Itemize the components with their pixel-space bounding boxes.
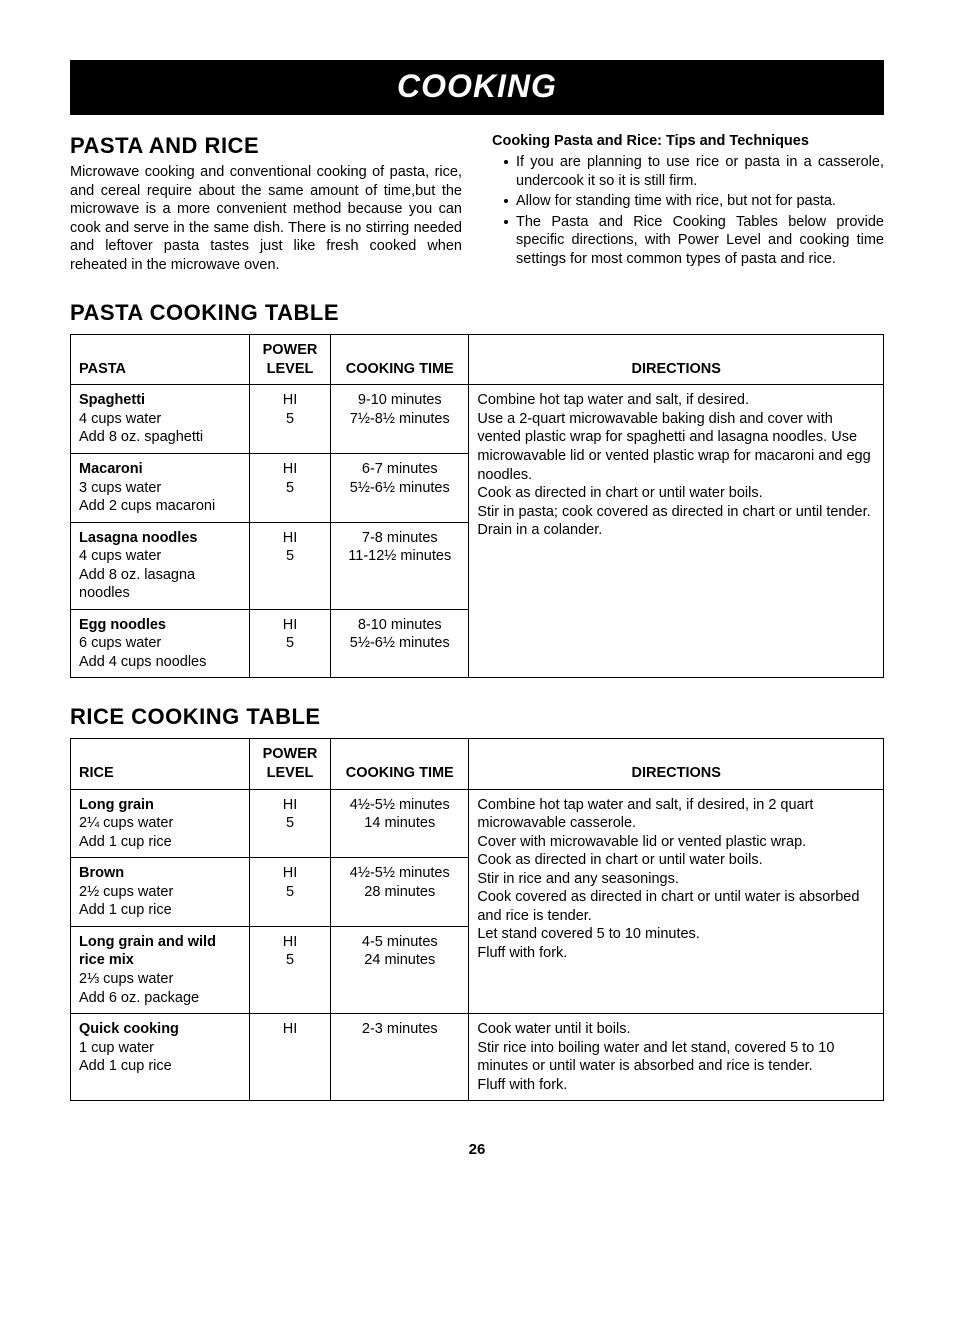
tip-item: Allow for standing time with rice, but n… <box>504 192 884 211</box>
cell-time: 6-7 minutes5½-6½ minutes <box>331 454 469 523</box>
cell-item: Spaghetti 4 cups waterAdd 8 oz. spaghetti <box>71 385 250 454</box>
th-rice: RICE <box>71 739 250 789</box>
cell-power: HI5 <box>249 789 330 858</box>
intro-left-col: PASTA AND RICE Microwave cooking and con… <box>70 133 462 274</box>
th-time: COOKING TIME <box>331 739 469 789</box>
tip-item: The Pasta and Rice Cooking Tables below … <box>504 213 884 269</box>
pasta-table-heading: PASTA COOKING TABLE <box>70 300 884 326</box>
cell-power: HI5 <box>249 385 330 454</box>
item-prep: 2⅓ cups waterAdd 6 oz. package <box>79 971 199 1006</box>
item-name: Quick cooking <box>79 1021 179 1037</box>
th-directions: DIRECTIONS <box>469 335 884 385</box>
item-name: Lasagna noodles <box>79 530 197 546</box>
tip-item: If you are planning to use rice or pasta… <box>504 153 884 190</box>
page-number: 26 <box>70 1141 884 1158</box>
table-row: Spaghetti 4 cups waterAdd 8 oz. spaghetti… <box>71 385 884 454</box>
cell-item: Macaroni 3 cups waterAdd 2 cups macaroni <box>71 454 250 523</box>
item-prep: 2¼ cups waterAdd 1 cup rice <box>79 815 173 850</box>
item-name: Spaghetti <box>79 392 145 408</box>
cell-time: 4½-5½ minutes14 minutes <box>331 789 469 858</box>
item-prep: 4 cups waterAdd 8 oz. spaghetti <box>79 411 203 446</box>
item-name: Long grain <box>79 797 154 813</box>
cell-time: 4½-5½ minutes28 minutes <box>331 858 469 927</box>
table-header-row: RICE POWER LEVEL COOKING TIME DIRECTIONS <box>71 739 884 789</box>
table-header-row: PASTA POWER LEVEL COOKING TIME DIRECTION… <box>71 335 884 385</box>
table-row: Quick cooking 1 cup waterAdd 1 cup rice H… <box>71 1014 884 1101</box>
item-name: Egg noodles <box>79 617 166 633</box>
intro-body: Microwave cooking and conventional cooki… <box>70 163 462 274</box>
item-prep: 2½ cups waterAdd 1 cup rice <box>79 884 173 919</box>
cell-time: 8-10 minutes5½-6½ minutes <box>331 609 469 678</box>
cell-time: 4-5 minutes24 minutes <box>331 926 469 1013</box>
item-prep: 3 cups waterAdd 2 cups macaroni <box>79 480 215 515</box>
cell-directions: Combine hot tap water and salt, if desir… <box>469 789 884 1013</box>
cell-item: Long grain and wild rice mix2⅓ cups wate… <box>71 926 250 1013</box>
intro-columns: PASTA AND RICE Microwave cooking and con… <box>70 133 884 274</box>
cell-item: Quick cooking 1 cup waterAdd 1 cup rice <box>71 1014 250 1101</box>
cell-item: Long grain 2¼ cups waterAdd 1 cup rice <box>71 789 250 858</box>
item-prep: 6 cups waterAdd 4 cups noodles <box>79 635 206 670</box>
table-row: Long grain 2¼ cups waterAdd 1 cup rice HI… <box>71 789 884 858</box>
cell-power: HI5 <box>249 454 330 523</box>
th-power: POWER LEVEL <box>249 335 330 385</box>
item-prep: 1 cup waterAdd 1 cup rice <box>79 1040 172 1075</box>
cell-power: HI5 <box>249 609 330 678</box>
cell-item: Egg noodles 6 cups waterAdd 4 cups noodle… <box>71 609 250 678</box>
item-name: Long grain and wild rice mix <box>79 934 216 969</box>
cell-power: HI <box>249 1014 330 1101</box>
intro-heading: PASTA AND RICE <box>70 133 462 159</box>
th-time: COOKING TIME <box>331 335 469 385</box>
th-power: POWER LEVEL <box>249 739 330 789</box>
cell-item: Lasagna noodles 4 cups waterAdd 8 oz. las… <box>71 522 250 609</box>
rice-table-heading: RICE COOKING TABLE <box>70 704 884 730</box>
page-title-bar: COOKING <box>70 60 884 115</box>
intro-right-col: Cooking Pasta and Rice: Tips and Techniq… <box>492 133 884 274</box>
cell-directions: Combine hot tap water and salt, if desir… <box>469 385 884 678</box>
pasta-table: PASTA POWER LEVEL COOKING TIME DIRECTION… <box>70 334 884 678</box>
cell-time: 2-3 minutes <box>331 1014 469 1101</box>
item-prep: 4 cups waterAdd 8 oz. lasagna noodles <box>79 548 195 601</box>
th-directions: DIRECTIONS <box>469 739 884 789</box>
cell-power: HI5 <box>249 926 330 1013</box>
tips-heading: Cooking Pasta and Rice: Tips and Techniq… <box>492 133 884 149</box>
tips-list: If you are planning to use rice or pasta… <box>492 153 884 268</box>
cell-power: HI5 <box>249 522 330 609</box>
cell-time: 9-10 minutes7½-8½ minutes <box>331 385 469 454</box>
th-pasta: PASTA <box>71 335 250 385</box>
item-name: Macaroni <box>79 461 143 477</box>
cell-power: HI5 <box>249 858 330 927</box>
rice-table: RICE POWER LEVEL COOKING TIME DIRECTIONS… <box>70 738 884 1101</box>
item-name: Brown <box>79 865 124 881</box>
cell-item: Brown 2½ cups waterAdd 1 cup rice <box>71 858 250 927</box>
cell-directions: Cook water until it boils.Stir rice into… <box>469 1014 884 1101</box>
cell-time: 7-8 minutes11-12½ minutes <box>331 522 469 609</box>
